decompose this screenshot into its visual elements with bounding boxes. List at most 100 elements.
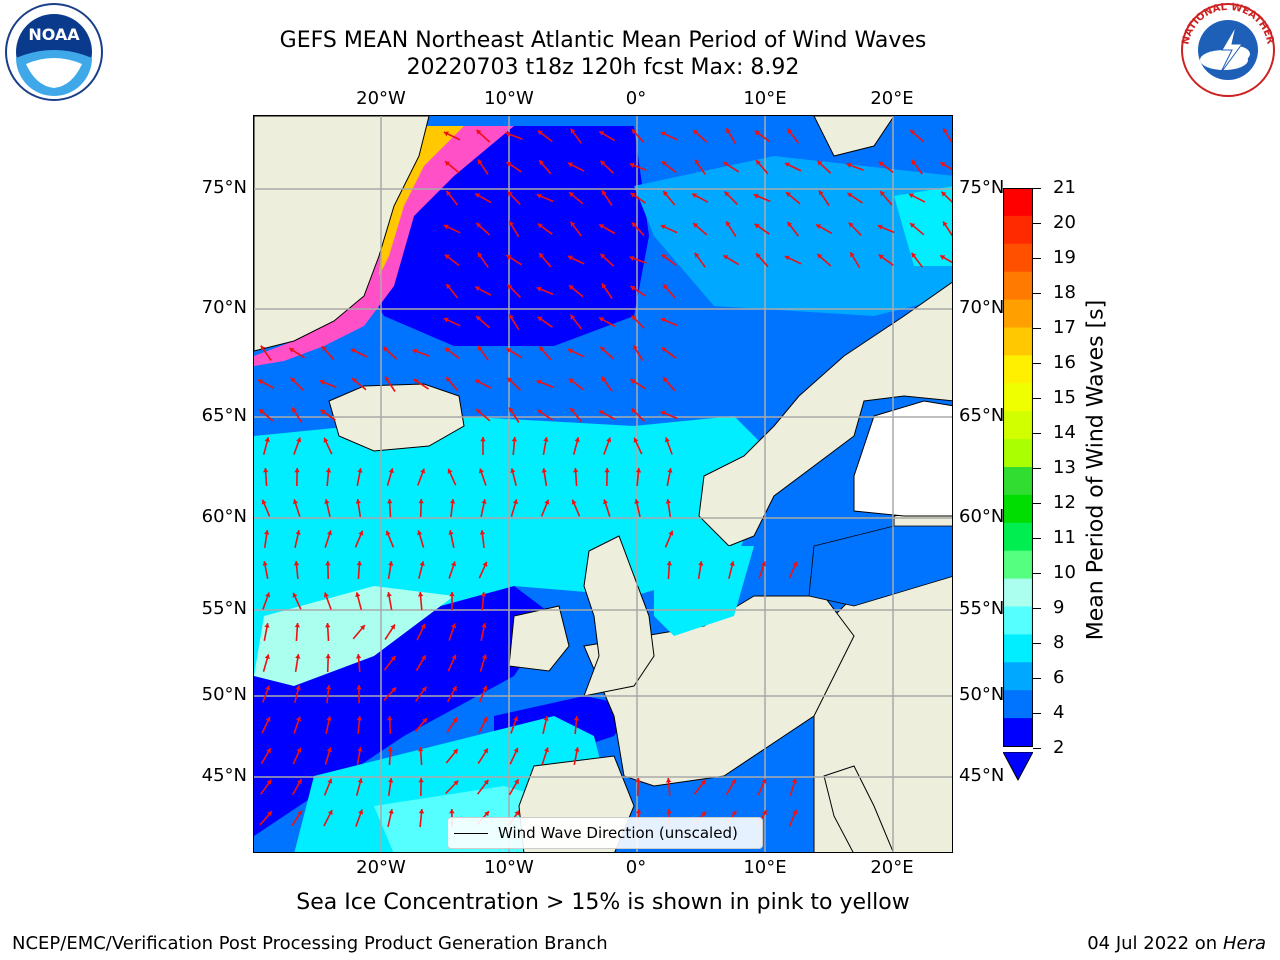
colorbar-tick-mark — [1033, 643, 1041, 644]
colorbar-tick-mark — [1033, 223, 1041, 224]
colorbar-segment — [1003, 327, 1033, 356]
wind-arrow-head — [350, 348, 356, 354]
wind-arrow-head — [910, 130, 916, 135]
wind-arrow-head — [357, 778, 363, 784]
wind-arrow-head — [792, 561, 798, 567]
wind-arrow-head — [479, 530, 486, 535]
wind-arrow-head — [388, 809, 394, 814]
wind-arrow-head — [784, 255, 790, 261]
wind-arrow-head — [599, 317, 605, 322]
wind-arrow-head — [297, 810, 302, 816]
wind-arrow-head — [451, 561, 457, 567]
area-gulf-of-bothnia — [853, 400, 952, 517]
wind-arrow-head — [356, 685, 362, 690]
colorbar-tick-label: 13 — [1053, 457, 1076, 478]
field-cyan-lightpatch — [254, 586, 454, 686]
wind-arrow-head — [357, 747, 363, 752]
lon-tick-top-0: 0° — [625, 88, 647, 109]
wind-arrow-head — [700, 779, 706, 785]
wind-arrow-head — [484, 811, 489, 817]
colorbar-tick-label: 6 — [1053, 667, 1065, 688]
wind-arrow-head — [295, 685, 301, 690]
wind-arrow-head — [507, 191, 513, 197]
wind-arrow-head — [446, 190, 452, 196]
wind-arrow-head — [911, 159, 917, 165]
wind-arrow-head — [355, 592, 361, 598]
colorbar-tick-label: 10 — [1053, 562, 1076, 583]
wind-arrow-head — [600, 347, 606, 352]
wind-arrow-head — [388, 468, 394, 474]
lat-tick-left-55n: 55°N — [201, 598, 247, 619]
wind-arrow-head — [724, 191, 730, 197]
wind-arrow-head — [537, 316, 543, 322]
colorbar-tick-label: 11 — [1053, 527, 1076, 548]
wind-arrow-head — [543, 716, 549, 721]
wind-arrow-head — [448, 530, 454, 535]
colorbar-tick-label: 8 — [1053, 632, 1065, 653]
map-area — [253, 115, 953, 853]
wind-arrow-head — [477, 252, 483, 258]
colorbar-tick-label: 18 — [1053, 282, 1076, 303]
colorbar-tick-mark — [1033, 258, 1041, 259]
colorbar-segment — [1003, 243, 1033, 273]
wind-arrow-head — [265, 592, 271, 598]
wind-arrow-head — [570, 408, 576, 413]
colorbar-tick-mark — [1033, 188, 1041, 189]
wind-arrow-head — [294, 468, 300, 473]
wind-arrow-head — [326, 716, 332, 721]
colorbar-segment — [1003, 522, 1033, 552]
wind-arrow-head — [792, 809, 798, 815]
wind-arrow-head — [539, 253, 544, 259]
wind-arrow-head — [665, 778, 672, 783]
wind-arrow-head — [631, 408, 637, 414]
wind-arrow-head — [665, 499, 671, 504]
lon-tick-bottom-10w: 10°W — [484, 857, 534, 878]
wind-arrow-head — [631, 222, 637, 228]
wind-arrow-head — [483, 779, 489, 785]
colorbar-tick-mark — [1033, 398, 1041, 399]
wind-arrow-head — [536, 193, 542, 199]
wind-arrow-head — [761, 561, 767, 567]
wind-arrow-head — [846, 162, 852, 168]
colorbar-segment — [1003, 439, 1033, 468]
wind-arrow-head — [514, 779, 519, 785]
colorbar-tick-label: 21 — [1053, 177, 1076, 198]
wind-arrow-head — [513, 716, 519, 722]
wind-arrow-head — [447, 468, 453, 474]
wind-arrow-head — [602, 190, 607, 196]
wind-arrow-head — [943, 128, 948, 134]
land-italy — [823, 765, 894, 852]
lat-tick-right-50n: 50°N — [959, 684, 1005, 705]
wind-arrow-head — [292, 592, 298, 598]
lon-tick-top-10e: 10°E — [743, 88, 787, 109]
wind-arrow-head — [729, 561, 735, 566]
wind-arrow-head — [260, 345, 266, 351]
footer-date: 04 Jul 2022 on Hera — [1087, 933, 1266, 954]
wind-arrow-head — [911, 252, 917, 258]
colorbar-tick-label: 20 — [1053, 212, 1076, 233]
wind-arrow-head — [444, 254, 450, 260]
wind-arrow-head — [569, 192, 575, 197]
wind-arrow-head — [630, 286, 636, 291]
colorbar-tick-label: 2 — [1053, 737, 1065, 758]
wind-arrow-head — [632, 129, 637, 135]
wind-arrow-head — [319, 379, 325, 385]
wind-arrow-head — [663, 191, 669, 196]
wind-arrow-head — [698, 561, 704, 566]
wind-arrow-head — [723, 162, 729, 167]
chart-title: GEFS MEAN Northeast Atlantic Mean Period… — [279, 28, 927, 53]
land-scandinavia — [698, 281, 952, 547]
wind-arrow-head — [443, 224, 449, 230]
wind-arrow-head — [726, 221, 731, 227]
wind-arrow-head — [356, 561, 362, 566]
wind-arrow-head — [817, 254, 823, 259]
nws-logo: NATIONAL WEATHER SERVICE — [1178, 2, 1276, 97]
wind-arrow-head — [511, 437, 518, 442]
wind-arrow-head — [661, 254, 667, 260]
wind-arrow-head — [266, 748, 271, 754]
wind-arrow-head — [573, 468, 579, 473]
wind-arrow-head — [421, 686, 427, 692]
wind-arrow-head — [877, 224, 883, 230]
colorbar-tick-label: 15 — [1053, 387, 1076, 408]
wind-arrow-head — [791, 778, 797, 784]
